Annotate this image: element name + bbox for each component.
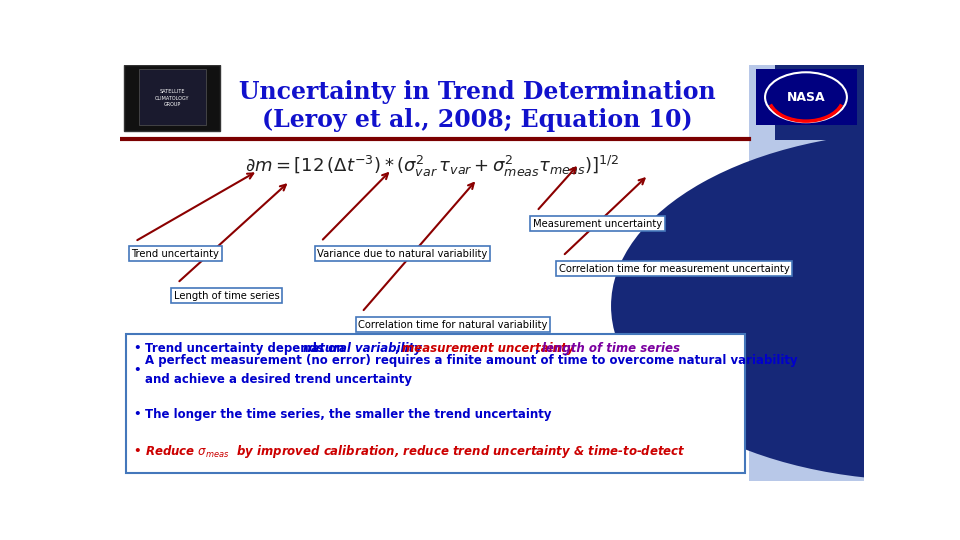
Text: SATELLITE
CLIMATOLOGY
GROUP: SATELLITE CLIMATOLOGY GROUP: [155, 89, 189, 107]
Text: ,: ,: [396, 342, 404, 355]
Polygon shape: [749, 65, 864, 481]
Text: •: •: [133, 445, 141, 458]
Text: Measurement uncertainty: Measurement uncertainty: [533, 219, 662, 228]
Text: •: •: [133, 408, 141, 421]
Text: •: •: [133, 342, 141, 355]
Text: Length of time series: Length of time series: [174, 291, 279, 301]
Polygon shape: [756, 69, 856, 125]
Text: Variance due to natural variability: Variance due to natural variability: [317, 249, 488, 259]
Text: Trend uncertainty: Trend uncertainty: [132, 249, 219, 259]
Text: The longer the time series, the smaller the trend uncertainty: The longer the time series, the smaller …: [145, 408, 552, 421]
Polygon shape: [138, 69, 205, 125]
Polygon shape: [124, 65, 221, 131]
FancyBboxPatch shape: [126, 334, 745, 473]
Text: Correlation time for measurement uncertainty: Correlation time for measurement uncerta…: [559, 264, 790, 274]
Text: natural variability: natural variability: [303, 342, 421, 355]
Polygon shape: [775, 65, 864, 140]
Text: A perfect measurement (no error) requires a finite amount of time to overcome na: A perfect measurement (no error) require…: [145, 354, 798, 387]
Text: •: •: [133, 364, 141, 377]
Text: $\partial m = [12\,(\Delta t^{-3}) * (\sigma^2_{var}\,\tau_{var} + \sigma^2_{mea: $\partial m = [12\,(\Delta t^{-3}) * (\s…: [246, 154, 619, 179]
Text: Correlation time for natural variability: Correlation time for natural variability: [358, 320, 547, 330]
Text: ,: ,: [536, 342, 544, 355]
Text: length of time series: length of time series: [542, 342, 681, 355]
Wedge shape: [612, 131, 924, 481]
Text: Uncertainty in Trend Determination: Uncertainty in Trend Determination: [239, 80, 715, 104]
Text: NASA: NASA: [786, 91, 826, 104]
Text: measurement uncertainty: measurement uncertainty: [402, 342, 574, 355]
Text: Reduce $\sigma_{meas}$  by improved calibration, reduce trend uncertainty & time: Reduce $\sigma_{meas}$ by improved calib…: [145, 443, 686, 460]
Ellipse shape: [765, 72, 847, 122]
Text: Trend uncertainty depends on: Trend uncertainty depends on: [145, 342, 348, 355]
Text: (Leroy et al., 2008; Equation 10): (Leroy et al., 2008; Equation 10): [262, 107, 692, 132]
